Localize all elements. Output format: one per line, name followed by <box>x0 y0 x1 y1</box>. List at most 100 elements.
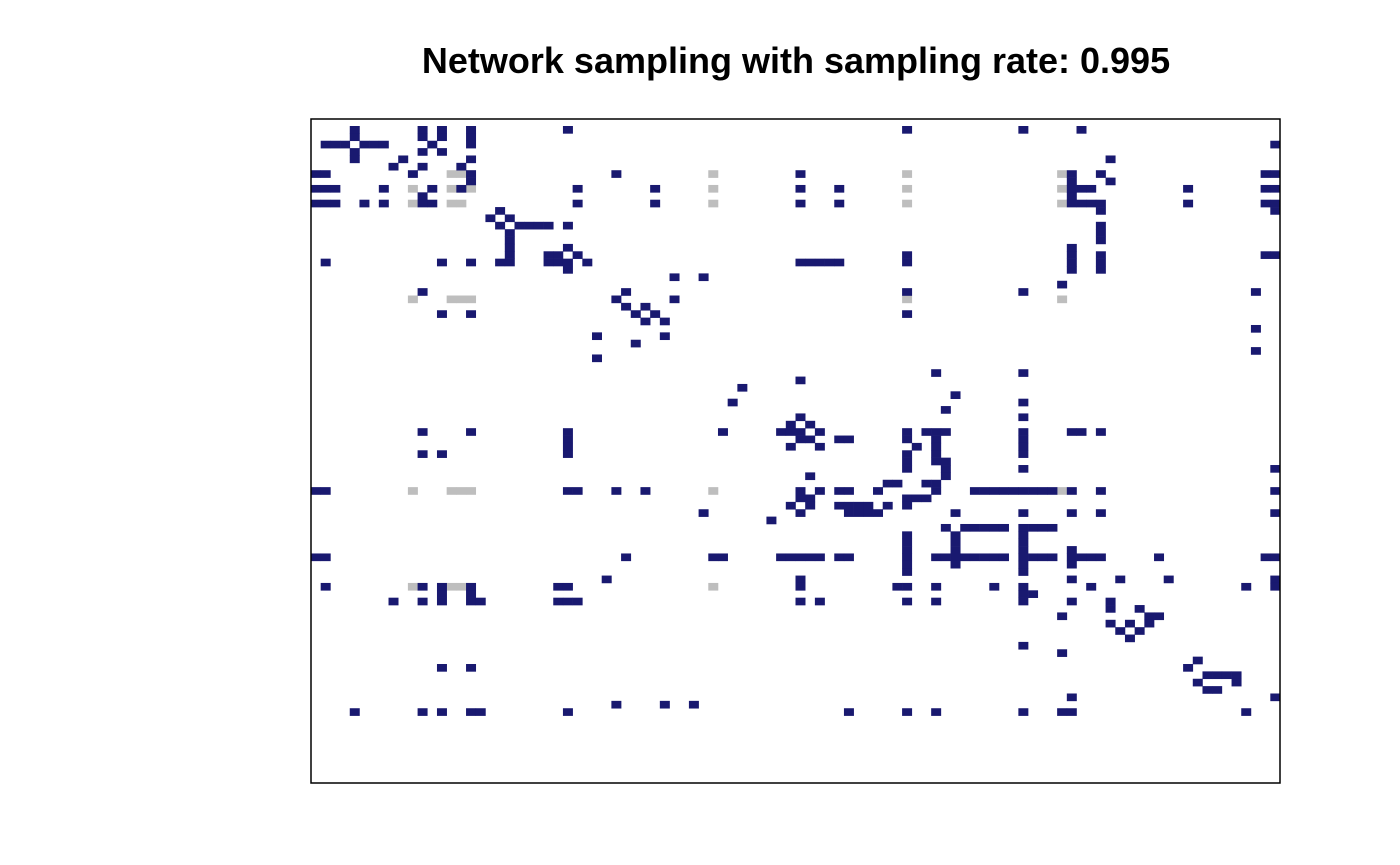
unsampled-edge-cell <box>407 487 418 495</box>
sampled-edge-cell <box>795 258 806 267</box>
sampled-edge-cell <box>1018 546 1029 554</box>
sampled-edge-cell <box>1212 671 1223 680</box>
sampled-edge-cell <box>1154 553 1165 562</box>
sampled-edge-cell <box>737 383 748 392</box>
sampled-edge-cell <box>514 221 525 230</box>
sampled-edge-cell <box>902 501 913 510</box>
sampled-edge-cell <box>1028 590 1039 598</box>
sampled-edge-cell <box>902 708 913 716</box>
sampled-edge-cell <box>611 487 622 495</box>
sampled-edge-cell <box>1076 184 1087 193</box>
sampled-edge-cell <box>960 523 971 532</box>
sampled-edge-cell <box>1095 487 1106 495</box>
sampled-edge-cell <box>553 251 564 259</box>
sampled-edge-cell <box>727 398 738 407</box>
sampled-edge-cell <box>1086 582 1097 591</box>
sampled-edge-cell <box>1270 465 1281 473</box>
sampled-edge-cell <box>1018 450 1029 458</box>
sampled-edge-cell <box>776 553 787 562</box>
sampled-edge-cell <box>349 708 360 716</box>
sampled-edge-cell <box>562 428 573 436</box>
sampled-edge-cell <box>1095 509 1106 517</box>
sampled-edge-cell <box>1270 553 1281 562</box>
unsampled-edge-cell <box>1057 184 1068 193</box>
sampled-edge-cell <box>417 162 428 171</box>
sampled-edge-cell <box>340 140 351 149</box>
sampled-edge-cell <box>1018 641 1029 650</box>
sampled-edge-cell <box>1018 553 1029 562</box>
sampled-edge-cell <box>882 501 893 510</box>
sampled-edge-cell <box>1066 184 1077 193</box>
sampled-edge-cell <box>989 523 1000 532</box>
sampled-edge-cell <box>330 140 341 149</box>
sampled-edge-cell <box>1270 693 1281 702</box>
sampled-edge-cell <box>1095 221 1106 230</box>
sampled-edge-cell <box>902 568 913 576</box>
sampled-edge-cell <box>436 126 447 134</box>
sampled-edge-cell <box>921 479 932 488</box>
unsampled-edge-cell <box>708 199 719 208</box>
sampled-edge-cell <box>1241 708 1252 716</box>
sampled-edge-cell <box>378 140 389 149</box>
unsampled-edge-cell <box>708 582 719 591</box>
sampled-edge-cell <box>562 597 573 606</box>
sampled-edge-cell <box>1028 523 1039 532</box>
sampled-edge-cell <box>1202 671 1213 680</box>
sampled-edge-cell <box>659 700 670 709</box>
sampled-edge-cell <box>533 221 544 230</box>
sampled-edge-cell <box>940 553 951 562</box>
sampled-edge-cell <box>466 258 477 267</box>
sampled-edge-cell <box>1037 523 1048 532</box>
sampled-edge-cell <box>1115 627 1126 635</box>
sampled-edge-cell <box>1018 442 1029 451</box>
sampled-edge-cell <box>1095 170 1106 178</box>
sampled-edge-cell <box>940 428 951 436</box>
sampled-edge-cell <box>417 582 428 591</box>
sampled-edge-cell <box>940 523 951 532</box>
sampled-edge-cell <box>621 288 632 296</box>
sampled-edge-cell <box>504 243 515 252</box>
unsampled-edge-cell <box>1057 199 1068 208</box>
sampled-edge-cell <box>795 199 806 208</box>
sampled-edge-cell <box>611 170 622 178</box>
sampled-edge-cell <box>349 148 360 156</box>
unsampled-edge-cell <box>466 487 477 495</box>
sampled-edge-cell <box>785 553 796 562</box>
sampled-edge-cell <box>1270 184 1281 193</box>
sampled-edge-cell <box>1095 251 1106 259</box>
sampled-edge-cell <box>843 553 854 562</box>
sampled-edge-cell <box>902 465 913 473</box>
sampled-edge-cell <box>863 501 874 510</box>
sampled-edge-cell <box>1037 487 1048 495</box>
sampled-edge-cell <box>1183 184 1194 193</box>
sampled-edge-cell <box>1105 619 1116 628</box>
unsampled-edge-cell <box>446 295 457 304</box>
sampled-edge-cell <box>543 251 554 259</box>
sampled-edge-cell <box>814 428 825 436</box>
sampled-edge-cell <box>417 597 428 606</box>
sampled-edge-cell <box>466 126 477 134</box>
sampled-edge-cell <box>359 140 370 149</box>
sampled-edge-cell <box>592 354 602 363</box>
sampled-edge-cell <box>892 582 903 591</box>
sampled-edge-cell <box>330 199 341 208</box>
sampled-edge-cell <box>853 509 864 517</box>
sampled-edge-cell <box>466 155 477 164</box>
sampled-edge-cell <box>902 288 913 296</box>
sampled-edge-cell <box>814 553 825 562</box>
unsampled-edge-cell <box>1057 295 1068 304</box>
sampled-edge-cell <box>562 221 573 230</box>
sampled-edge-cell <box>1066 258 1077 267</box>
sampled-edge-cell <box>795 428 806 436</box>
sampled-edge-cell <box>320 199 331 208</box>
sampled-edge-cell <box>834 258 845 267</box>
sampled-edge-cell <box>931 597 942 606</box>
sampled-edge-cell <box>940 465 951 473</box>
sampled-edge-cell <box>1105 155 1116 164</box>
sampled-edge-cell <box>950 546 961 554</box>
sampled-edge-cell <box>495 221 506 230</box>
sampled-edge-cell <box>466 177 477 186</box>
sampled-edge-cell <box>950 531 961 540</box>
sampled-edge-cell <box>562 266 573 274</box>
sampled-edge-cell <box>359 199 370 208</box>
